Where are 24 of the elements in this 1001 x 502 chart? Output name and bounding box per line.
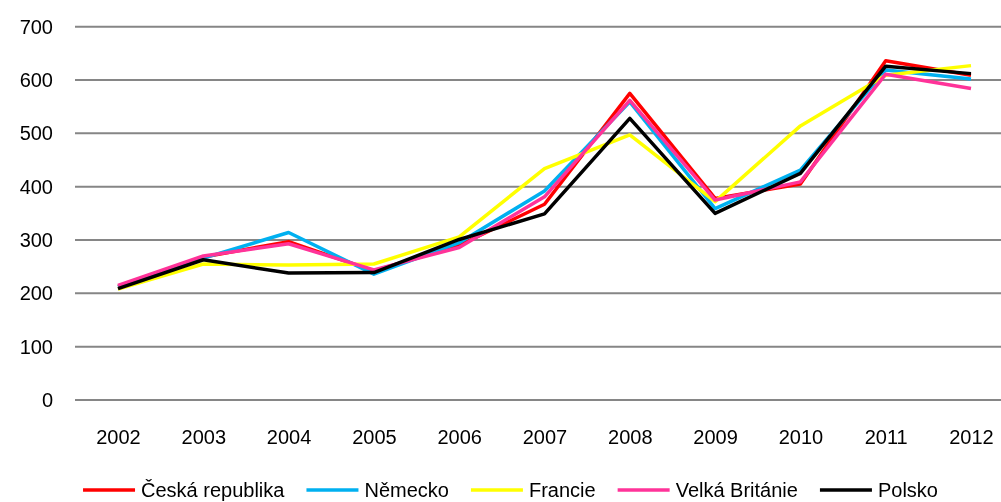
x-tick-label: 2006 bbox=[437, 426, 482, 449]
x-tick-label: 2009 bbox=[693, 426, 738, 449]
y-tick-label: 700 bbox=[19, 15, 53, 38]
y-tick-label: 600 bbox=[19, 68, 53, 91]
y-tick-label: 0 bbox=[41, 388, 53, 411]
y-tick-label: 500 bbox=[19, 122, 53, 145]
x-tick-label: 2010 bbox=[778, 426, 824, 449]
y-tick-label: 100 bbox=[19, 335, 53, 358]
x-tick-label: 2003 bbox=[181, 426, 227, 449]
x-tick-label: 2012 bbox=[949, 426, 994, 449]
legend-label: Česká republika bbox=[141, 479, 286, 501]
legend-label: Polsko bbox=[877, 479, 938, 501]
x-tick-label: 2004 bbox=[266, 426, 312, 449]
legend-label: Francie bbox=[528, 479, 596, 501]
x-tick-label: 2011 bbox=[864, 426, 908, 449]
x-tick-label: 2005 bbox=[352, 426, 397, 449]
y-tick-label: 400 bbox=[19, 175, 53, 198]
x-tick-label: 2008 bbox=[608, 426, 653, 449]
y-tick-label: 200 bbox=[19, 282, 53, 305]
x-tick-label: 2002 bbox=[96, 426, 141, 449]
legend-label: Německo bbox=[364, 479, 449, 501]
x-tick-label: 2007 bbox=[522, 426, 568, 449]
legend-label: Velká Británie bbox=[675, 479, 798, 501]
y-tick-label: 300 bbox=[19, 228, 53, 251]
